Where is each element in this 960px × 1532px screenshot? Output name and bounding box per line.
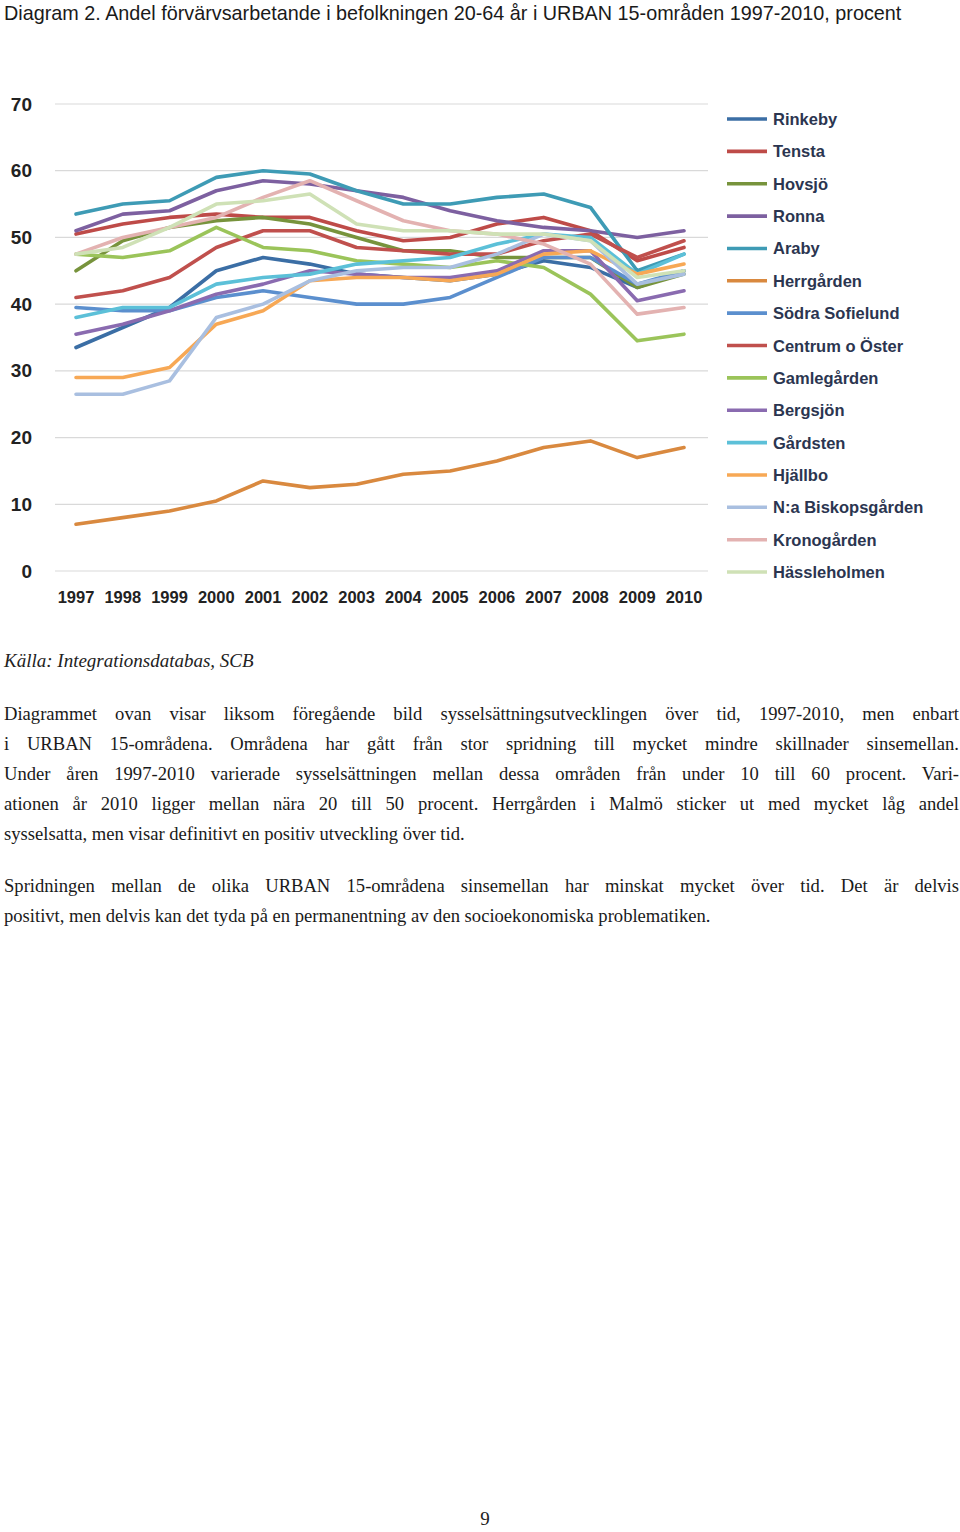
legend-label: Herrgården xyxy=(773,272,862,290)
legend-label: Tensta xyxy=(773,142,826,160)
legend-swatch xyxy=(727,117,767,121)
paragraph-line: positivt, men delvis kan det tyda på en … xyxy=(4,905,959,927)
y-tick-label: 70 xyxy=(11,94,32,115)
legend-label: N:a Biskopsgården xyxy=(773,498,923,516)
legend-swatch xyxy=(727,150,767,154)
legend-swatch xyxy=(727,538,767,542)
y-tick-label: 30 xyxy=(11,360,32,381)
y-tick-label: 10 xyxy=(11,494,32,515)
legend-label: Rinkeby xyxy=(773,110,838,128)
paragraph-line: sysselsatta, men visar definitivt en pos… xyxy=(4,823,959,845)
x-tick-label: 1999 xyxy=(151,588,188,606)
x-tick-label: 1997 xyxy=(58,588,95,606)
paragraph-line: Under åren 1997-2010 varierade sysselsät… xyxy=(4,763,959,785)
x-tick-label: 2010 xyxy=(666,588,703,606)
y-tick-label: 0 xyxy=(21,561,32,582)
y-tick-label: 20 xyxy=(11,427,32,448)
series-line xyxy=(76,257,684,347)
y-tick-label: 40 xyxy=(11,294,32,315)
series-line xyxy=(76,441,684,524)
x-tick-label: 2001 xyxy=(245,588,282,606)
x-tick-label: 2008 xyxy=(572,588,609,606)
legend-label: Hovsjö xyxy=(773,175,828,193)
legend-label: Bergsjön xyxy=(773,401,845,419)
chart: 0 10 20 30 40 50 60 70 1997 1998 1999 2000 2001 2002 2… xyxy=(0,0,960,625)
x-tick-label: 2004 xyxy=(385,588,423,606)
legend-label: Kronogården xyxy=(773,531,877,549)
legend-swatch xyxy=(727,182,767,186)
legend-label: Gårdsten xyxy=(773,434,845,452)
grid-line xyxy=(55,570,708,571)
x-tick-label: 2000 xyxy=(198,588,235,606)
legend-label: Centrum o Öster xyxy=(773,337,904,355)
legend-swatch xyxy=(727,344,767,348)
legend-swatch xyxy=(727,570,767,574)
source-note: Källa: Integrationsdatabas, SCB xyxy=(4,650,254,672)
grid-line xyxy=(55,103,708,104)
paragraph-line: i URBAN 15-områdena. Områdena har gått f… xyxy=(4,733,959,755)
series-group xyxy=(76,171,684,525)
legend-swatch xyxy=(727,279,767,283)
y-tick-label: 50 xyxy=(11,227,32,248)
paragraph-line: Spridningen mellan de olika URBAN 15-omr… xyxy=(4,875,959,897)
x-tick-label: 2006 xyxy=(479,588,516,606)
x-tick-label: 1998 xyxy=(104,588,141,606)
legend-label: Hjällbo xyxy=(773,466,828,484)
legend-swatch xyxy=(727,473,767,477)
x-tick-label: 2005 xyxy=(432,588,469,606)
y-tick-label: 60 xyxy=(11,160,32,181)
legend-swatch xyxy=(727,441,767,445)
legend-swatch xyxy=(727,506,767,510)
page-number: 9 xyxy=(470,1508,500,1530)
x-tick-label: 2007 xyxy=(525,588,562,606)
legend-swatch xyxy=(727,408,767,412)
grid-line xyxy=(55,504,708,505)
legend-label: Araby xyxy=(773,239,821,257)
paragraph-line: Diagrammet ovan visar liksom föregående … xyxy=(4,703,959,725)
series-line xyxy=(76,234,684,394)
legend-label: Ronna xyxy=(773,207,825,225)
grid-line xyxy=(55,170,708,171)
series-line xyxy=(76,194,684,277)
grid xyxy=(55,104,708,571)
x-tick-label: 2002 xyxy=(291,588,328,606)
legend-label: Södra Sofielund xyxy=(773,304,900,322)
x-tick-label: 2003 xyxy=(338,588,375,606)
legend-swatch xyxy=(727,311,767,315)
series-line xyxy=(76,181,684,314)
chart-title: Diagram 2. Andel förvärvsarbetande i bef… xyxy=(4,0,956,26)
legend-swatch xyxy=(727,247,767,251)
legend-swatch xyxy=(727,376,767,380)
legend-label: Gamlegården xyxy=(773,369,878,387)
legend-label: Hässleholmen xyxy=(773,563,885,581)
legend-swatch xyxy=(727,214,767,218)
paragraph-line: ationen år 2010 ligger mellan nära 20 ti… xyxy=(4,793,959,815)
legend: Rinkeby Tensta Hovsjö Ronna Araby Herrgården S… xyxy=(727,110,923,581)
grid-line xyxy=(55,437,708,438)
x-tick-label: 2009 xyxy=(619,588,656,606)
